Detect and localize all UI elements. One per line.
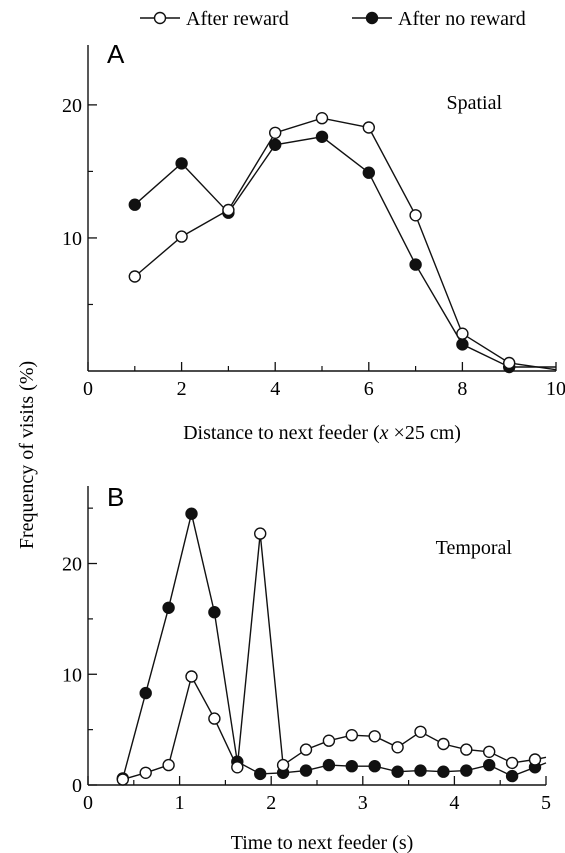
panel-b-point-after-reward bbox=[254, 527, 267, 540]
panel-a-series-after-no-reward bbox=[128, 130, 556, 374]
panel-a-y-tick-label: 20 bbox=[62, 95, 82, 117]
panel-b-x-tick-label: 2 bbox=[266, 792, 276, 814]
panel-b-point-after-no-reward bbox=[437, 765, 450, 778]
panel-a-x-tick-label: 6 bbox=[364, 378, 374, 400]
panel-b-x-tick-label: 3 bbox=[358, 792, 368, 814]
panel-a-point-after-reward bbox=[362, 121, 375, 134]
panel-b-x-tick-label: 4 bbox=[449, 792, 459, 814]
panel-a-point-after-reward bbox=[175, 230, 188, 243]
panel-b-point-after-reward bbox=[231, 761, 244, 774]
panel-a-x-axis-label-variable: x bbox=[379, 422, 389, 444]
panel-b-y-tick-label: 0 bbox=[72, 775, 82, 797]
panel-b-point-after-no-reward bbox=[322, 758, 336, 772]
panel-a-x-tick-label: 10 bbox=[546, 378, 565, 400]
panel-a-y-tick-label: 10 bbox=[62, 228, 82, 250]
legend-item-after-reward: After reward bbox=[140, 8, 289, 30]
panel-a-point-after-reward bbox=[456, 327, 469, 340]
legend-item-after-no-reward: After no reward bbox=[352, 8, 526, 30]
panel-b-point-after-no-reward bbox=[345, 760, 358, 773]
panel-a-point-after-reward bbox=[222, 203, 235, 217]
panel-a-point-after-reward bbox=[409, 209, 422, 222]
panel-b-letter: B bbox=[107, 482, 124, 512]
panel-b-point-after-reward bbox=[208, 712, 221, 725]
panel-b-point-after-reward bbox=[483, 745, 496, 758]
panel-b-point-after-reward bbox=[528, 753, 542, 766]
panel-b-annotation: Temporal bbox=[436, 537, 513, 559]
panel-a-point-after-no-reward bbox=[128, 198, 142, 211]
panel-b-point-after-reward bbox=[437, 737, 450, 751]
legend-label-after-no-reward: After no reward bbox=[398, 8, 526, 30]
panel-a-line-after-reward bbox=[134, 117, 557, 371]
panel-b-y-tick-label: 20 bbox=[62, 554, 82, 576]
panel-b-x-tick-label: 0 bbox=[83, 792, 93, 814]
panel-b-point-after-reward bbox=[185, 670, 198, 683]
panel-a-letter: A bbox=[107, 39, 125, 69]
panel-b: B Temporal 0 1 2 3 4 5 0 10 20 Time to next feed… bbox=[62, 482, 551, 853]
panel-b-y-tick-label: 10 bbox=[62, 664, 82, 686]
panel-a-point-after-no-reward bbox=[315, 130, 329, 144]
panel-a-point-after-reward bbox=[315, 111, 329, 125]
panel-b-point-after-no-reward bbox=[368, 760, 381, 773]
panel-a-line-after-no-reward bbox=[134, 136, 556, 368]
panel-b-point-after-no-reward bbox=[299, 764, 313, 777]
panel-b-series-after-reward bbox=[116, 527, 547, 786]
panel-b-x-tick-label: 1 bbox=[175, 792, 185, 814]
panel-a-point-after-reward bbox=[503, 356, 516, 370]
legend-label-after-reward: After reward bbox=[186, 8, 289, 30]
panel-b-point-after-reward bbox=[391, 741, 404, 754]
panel-b-point-after-no-reward bbox=[505, 769, 519, 783]
panel-b-point-after-reward bbox=[505, 756, 519, 770]
panel-a-x-axis-label-start: Distance to next feeder ( bbox=[183, 422, 380, 444]
panel-a-x-axis-label-end: ×25 cm) bbox=[389, 422, 461, 444]
panel-b-point-after-no-reward bbox=[139, 686, 152, 700]
panel-b-point-after-reward bbox=[162, 758, 175, 772]
panel-b-x-tick-label: 5 bbox=[541, 792, 551, 814]
panel-b-point-after-reward bbox=[299, 743, 313, 756]
panel-a-point-after-no-reward bbox=[175, 157, 188, 170]
panel-b-point-after-no-reward bbox=[391, 765, 404, 778]
panel-b-point-after-reward bbox=[322, 734, 336, 747]
panel-b-point-after-reward bbox=[139, 766, 152, 779]
panel-a-x-axis-label: Distance to next feeder (x ×25 cm) bbox=[183, 422, 461, 444]
panel-a-point-after-no-reward bbox=[269, 138, 282, 152]
panel-a-point-after-reward bbox=[269, 126, 282, 140]
panel-a-x-tick-label: 4 bbox=[270, 378, 280, 400]
y-axis-label: Frequency of visits (%) bbox=[16, 361, 38, 549]
panel-a-x-tick-label: 0 bbox=[83, 378, 93, 400]
panel-b-point-after-reward bbox=[460, 743, 473, 756]
panel-a-x-tick-label: 2 bbox=[177, 378, 187, 400]
panel-b-point-after-no-reward bbox=[414, 764, 427, 777]
panel-a: A Spatial 0 2 4 6 8 10 10 20 Distance to next f… bbox=[62, 39, 565, 444]
panel-a-point-after-no-reward bbox=[409, 258, 422, 271]
panel-b-point-after-reward bbox=[276, 758, 290, 772]
panel-a-x-tick-label: 8 bbox=[457, 378, 467, 400]
panel-b-point-after-no-reward bbox=[460, 764, 473, 777]
panel-b-point-after-no-reward bbox=[483, 758, 496, 772]
panel-b-point-after-reward bbox=[345, 729, 358, 742]
panel-b-point-after-no-reward bbox=[185, 507, 198, 520]
panel-b-point-after-reward bbox=[368, 730, 381, 743]
panel-b-point-after-no-reward bbox=[162, 601, 175, 614]
panel-a-point-after-no-reward bbox=[362, 166, 375, 179]
panel-a-point-after-reward bbox=[128, 270, 142, 283]
panel-a-series-after-reward bbox=[128, 111, 557, 371]
panel-a-point-after-no-reward bbox=[456, 338, 469, 351]
panel-b-point-after-reward bbox=[116, 773, 130, 786]
panel-b-point-after-no-reward bbox=[208, 606, 221, 619]
panel-b-point-after-no-reward bbox=[254, 767, 267, 781]
legend: After reward After no reward bbox=[140, 8, 526, 30]
panel-b-x-axis-label: Time to next feeder (s) bbox=[231, 832, 414, 853]
panel-b-point-after-reward bbox=[414, 725, 427, 738]
panel-a-annotation: Spatial bbox=[446, 92, 502, 114]
